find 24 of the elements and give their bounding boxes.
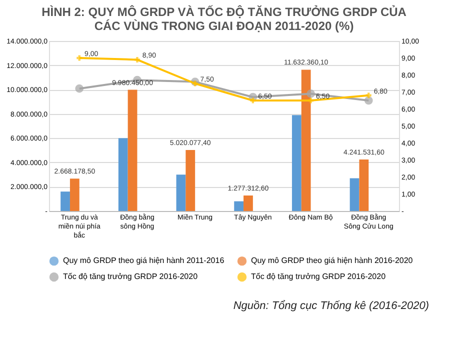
- bar: [301, 70, 311, 211]
- point: [75, 84, 84, 93]
- bar: [359, 159, 369, 211]
- text: Nguồn: Tổng cục Thống kê (2016-2020): [233, 300, 430, 312]
- legend-label: Tốc độ tăng trưởng GRDP 2016-2020: [63, 272, 198, 281]
- bar: [186, 150, 196, 211]
- bar: [234, 201, 244, 211]
- bar: [350, 178, 360, 211]
- bar: [128, 90, 138, 211]
- bar: [118, 138, 128, 211]
- point: [364, 96, 373, 105]
- legend-label: Tốc độ tăng trưởng GRDP 2016-2020: [251, 272, 386, 281]
- point: [306, 90, 315, 98]
- bar: [292, 115, 302, 211]
- bar: [60, 192, 70, 211]
- point: [134, 56, 140, 62]
- point: [366, 92, 372, 98]
- bar: [176, 174, 186, 211]
- chart-title: HÌNH 2: QUY MÔ GRDP VÀ TỐC ĐỘ TĂNG TRƯỞNG GRDP CỦA CÁC VÙNG TRONG GIAI ĐOẠN 2011-2020 (%): [42, 5, 407, 33]
- bar: [70, 178, 80, 211]
- legend-label: Quy mô GRDP theo giá hiện hành 2011-2016: [63, 256, 225, 266]
- legend-label: Quy mô GRDP theo giá hiện hành 2016-2020: [251, 256, 414, 266]
- point: [308, 98, 314, 104]
- bar: [244, 195, 253, 211]
